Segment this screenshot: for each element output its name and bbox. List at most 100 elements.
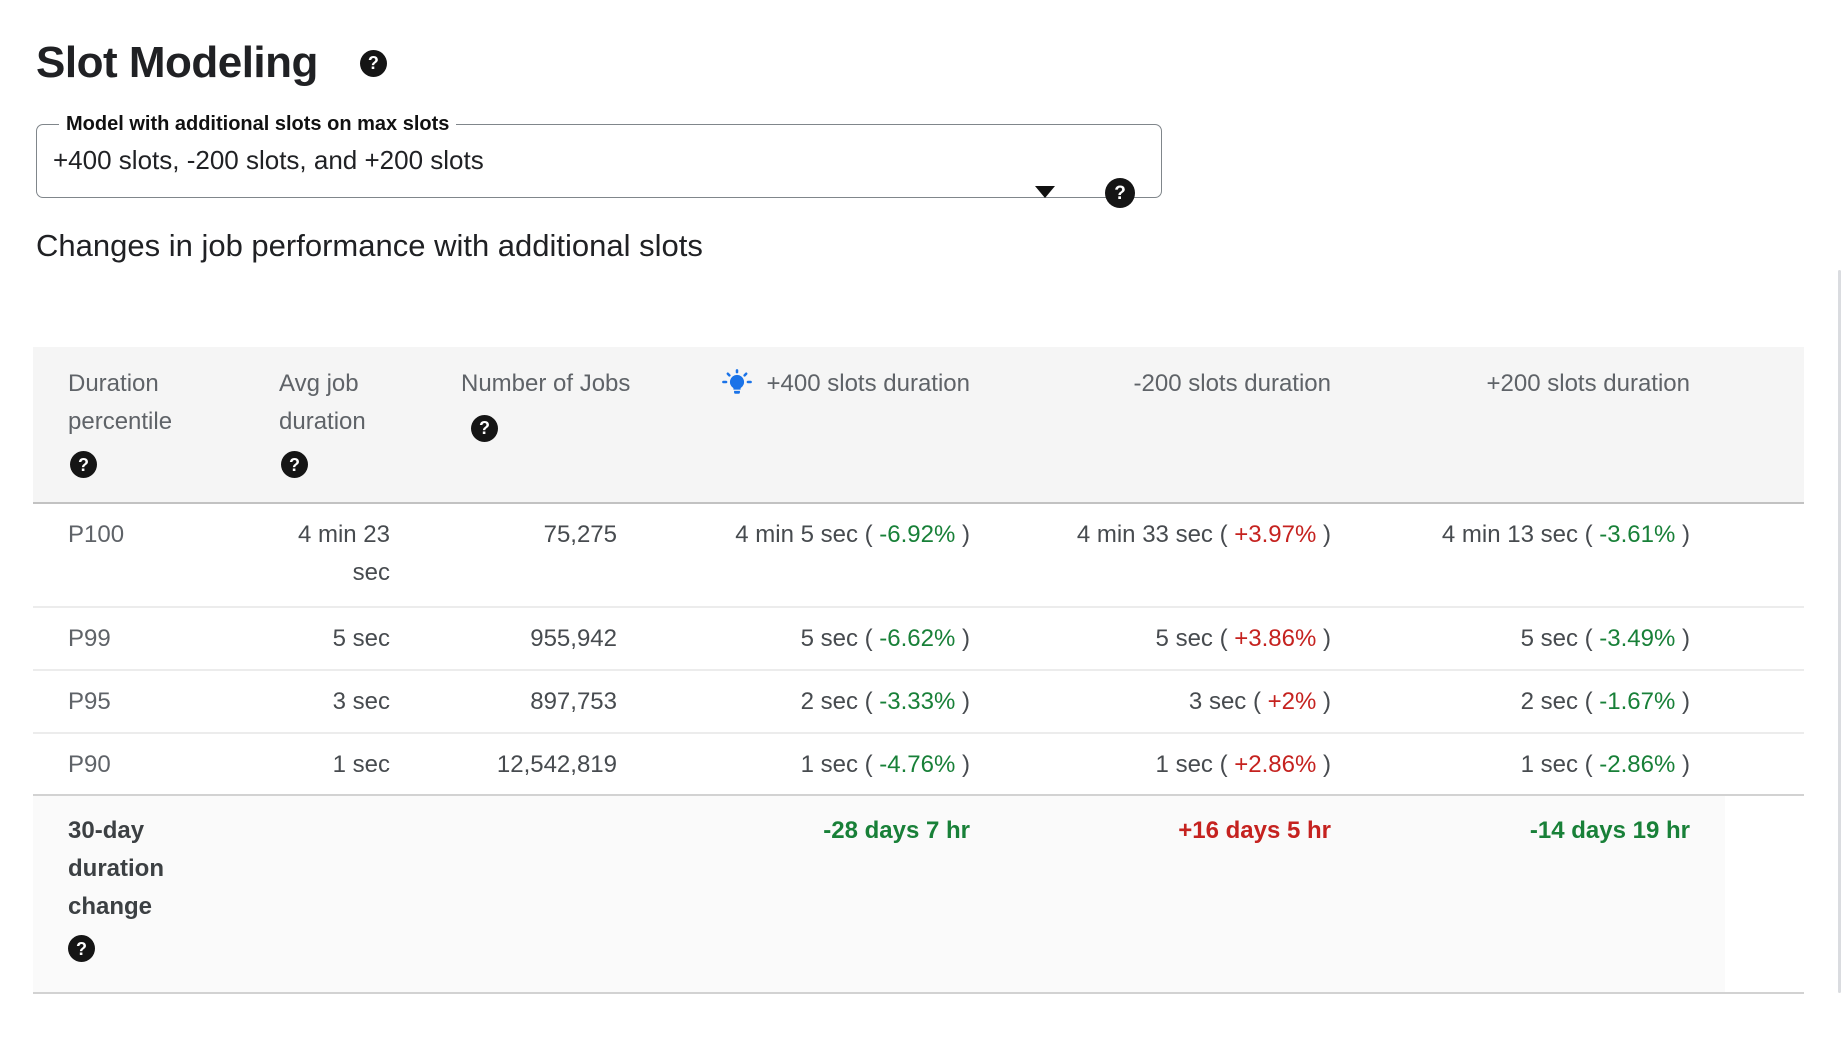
model-select-value: +400 slots, -200 slots, and +200 slots [53,145,484,175]
pct-change: -6.62% [879,625,956,652]
summary-label-cell: 30-day duration change? [33,795,215,993]
duration-value: 5 sec [800,625,858,652]
col-label: +400 slots duration [766,370,970,397]
row-filler [1705,503,1804,607]
duration-value: 5 sec [1155,625,1213,652]
summary-empty-cell [215,795,405,993]
summary-value-cell: -28 days 7 hr [632,795,985,993]
duration-cell: 3 sec ( +2% ) [1188,688,1331,715]
num-jobs-cell: 12,542,819 [496,751,617,778]
duration-cell: 5 sec ( -3.49% ) [1520,625,1690,652]
duration-value: 1 sec [1520,751,1578,778]
performance-table: Duration percentile ? Avg job duration ?… [33,347,1804,994]
avg-duration-cell: 1 sec [215,733,405,795]
pct-change: +3.86% [1234,625,1317,652]
page-title: Slot Modeling [36,38,318,87]
summary-value-cell: -14 days 19 hr [1346,795,1705,993]
percentile-cell: P90 [68,751,111,778]
avg-duration-value: 3 sec [332,688,390,715]
summary-value: +16 days 5 hr [1178,817,1331,844]
duration-cell: 4 min 33 sec ( +3.97% ) [1076,521,1331,548]
summary-row: 30-day duration change? -28 days 7 hr +16 … [33,795,1804,993]
col-duration-percentile: Duration percentile ? [33,347,215,504]
pct-change: +2.86% [1234,751,1317,778]
pct-change: -6.92% [879,521,956,548]
duration-value: 1 sec [1155,751,1213,778]
percentile-cell: P95 [68,688,111,715]
title-help-icon[interactable]: ? [359,49,387,77]
header-filler [1705,347,1804,504]
avg-duration-value: 5 sec [332,625,390,652]
percentile-cell: P100 [68,521,125,548]
number-of-jobs-help-icon[interactable]: ? [471,414,498,442]
duration-cell: 5 sec ( -6.62% ) [800,625,970,652]
duration-value: 4 min 33 sec [1076,521,1213,548]
table-body: P100 4 min 23 sec 75,275 4 min 5 sec ( -6.9… [33,503,1804,993]
percentile-cell: P99 [68,625,111,652]
summary-value: -28 days 7 hr [823,817,970,844]
pct-change: +2% [1267,688,1317,715]
duration-value: 3 sec [1188,688,1247,715]
lightbulb-icon [721,369,752,394]
col-minus200-duration: -200 slots duration [985,347,1346,504]
vertical-scrollbar[interactable] [1838,270,1841,993]
pct-change: -3.33% [879,688,956,715]
avg-duration-cell: 5 sec [215,607,405,670]
duration-cell: 4 min 5 sec ( -6.92% ) [735,521,970,548]
table-row: P90 1 sec 12,542,819 1 sec ( -4.76% ) 1 sec … [33,733,1804,795]
table-row: P95 3 sec 897,753 2 sec ( -3.33% ) 3 sec ( +… [33,670,1804,733]
model-select-help-icon[interactable]: ? [1105,178,1135,208]
col-label: Duration percentile [68,370,173,435]
avg-duration-value: 4 min 23 sec [297,521,390,586]
num-jobs-cell: 75,275 [543,521,617,548]
duration-value: 4 min 13 sec [1441,521,1578,548]
duration-value: 1 sec [800,751,858,778]
duration-cell: 2 sec ( -1.67% ) [1520,688,1690,715]
title-row: Slot Modeling ? [36,38,387,88]
chevron-down-icon[interactable] [1035,186,1055,198]
num-jobs-cell: 897,753 [530,688,617,715]
col-label: +200 slots duration [1486,370,1690,397]
duration-cell: 2 sec ( -3.33% ) [800,688,970,715]
duration-value: 2 sec [800,688,858,715]
duration-cell: 4 min 13 sec ( -3.61% ) [1441,521,1690,548]
summary-value-cell: +16 days 5 hr [985,795,1346,993]
duration-cell: 1 sec ( +2.86% ) [1155,751,1331,778]
pct-change: +3.97% [1234,521,1317,548]
table-row: P100 4 min 23 sec 75,275 4 min 5 sec ( -6.9… [33,503,1804,607]
avg-job-duration-help-icon[interactable]: ? [281,451,308,478]
duration-percentile-help-icon[interactable]: ? [70,451,97,478]
col-plus200-duration: +200 slots duration [1346,347,1705,504]
pct-change: -3.49% [1599,625,1676,652]
row-filler [1705,733,1804,795]
duration-value: 2 sec [1520,688,1578,715]
pct-change: -1.67% [1599,688,1676,715]
summary-label: 30-day duration change [68,817,164,920]
duration-cell: 5 sec ( +3.86% ) [1155,625,1331,652]
col-label: Number of Jobs [461,370,631,397]
pct-change: -2.86% [1599,751,1676,778]
avg-duration-cell: 4 min 23 sec [215,503,405,607]
pct-change: -3.61% [1599,521,1676,548]
model-select-label: Model with additional slots on max slots [66,113,450,135]
col-number-of-jobs: Number of Jobs? [405,347,632,504]
summary-help-icon[interactable]: ? [68,935,95,962]
section-heading: Changes in job performance with addition… [36,228,703,263]
col-label: -200 slots duration [1133,370,1331,397]
duration-cell: 1 sec ( -4.76% ) [800,751,970,778]
avg-duration-value: 1 sec [332,751,390,778]
pct-change: -4.76% [879,751,956,778]
duration-value: 4 min 5 sec [735,521,858,548]
col-avg-job-duration: Avg job duration ? [215,347,405,504]
col-plus400-duration: +400 slots duration [632,347,985,504]
num-jobs-cell: 955,942 [530,625,617,652]
summary-filler [1705,795,1804,993]
row-filler [1705,670,1804,733]
table-row: P99 5 sec 955,942 5 sec ( -6.62% ) 5 sec ( +… [33,607,1804,670]
row-filler [1705,607,1804,670]
summary-empty-cell [405,795,632,993]
duration-value: 5 sec [1520,625,1578,652]
avg-duration-cell: 3 sec [215,670,405,733]
col-label: Avg job duration [279,370,366,435]
model-select[interactable]: Model with additional slots on max slots… [36,111,1162,208]
